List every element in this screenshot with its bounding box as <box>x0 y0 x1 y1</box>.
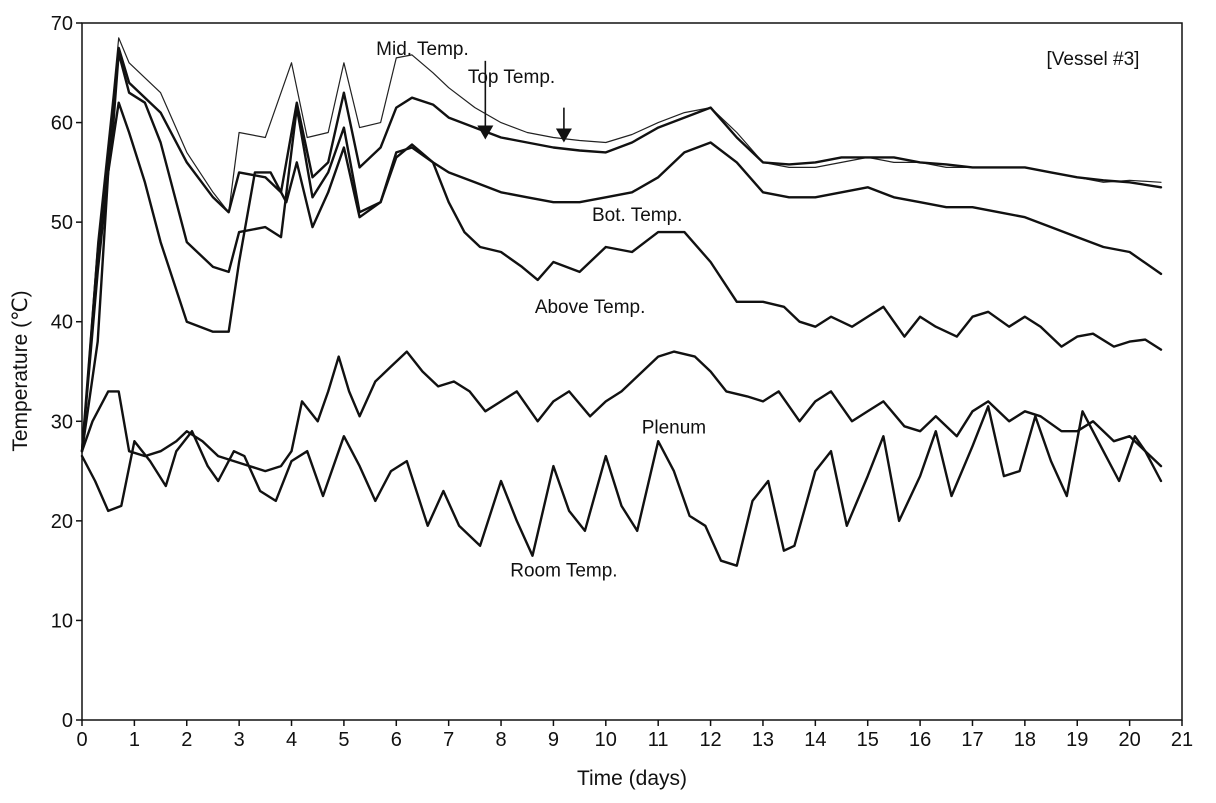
annotation-label: Top Temp. <box>468 67 555 88</box>
x-tick-label: 14 <box>804 729 826 751</box>
arrow-head-icon <box>555 128 572 143</box>
x-tick-label: 13 <box>752 729 774 751</box>
y-tick-label: 40 <box>51 312 73 334</box>
plot-area <box>81 22 1183 721</box>
y-tick-label: 10 <box>51 610 73 632</box>
series-line-room-temp <box>80 405 1163 567</box>
x-tick-label: 4 <box>286 729 297 751</box>
x-tick-label: 21 <box>1171 729 1193 751</box>
series-line-above-temp <box>80 101 1163 453</box>
x-tick-label: 1 <box>129 729 140 751</box>
annotation-label: [Vessel #3] <box>1046 49 1139 70</box>
y-tick-label: 20 <box>51 511 73 533</box>
x-tick-label: 10 <box>595 729 617 751</box>
y-tick-label: 0 <box>62 710 73 732</box>
y-tick-label: 50 <box>51 212 73 234</box>
y-tick-label: 60 <box>51 113 73 135</box>
arrow-head-icon <box>477 125 494 140</box>
x-tick-label: 11 <box>648 729 669 751</box>
series-line-bot-temp <box>80 51 1163 453</box>
x-tick-label: 2 <box>181 729 192 751</box>
series-line-plenum <box>80 350 1163 473</box>
x-tick-label: 8 <box>495 729 506 751</box>
y-axis-title: Temperature (℃) <box>9 290 32 451</box>
y-tick-label: 70 <box>51 13 73 35</box>
x-tick-label: 7 <box>443 729 454 751</box>
annotation-layer: [Vessel #3] Mid. Temp. Top Temp. Bot. Temp.… <box>376 39 1139 582</box>
x-tick-label: 19 <box>1066 729 1088 751</box>
annotation-label: Mid. Temp. <box>376 39 469 60</box>
x-tick-label: 0 <box>76 729 87 751</box>
annotation-label: Room Temp. <box>510 561 617 582</box>
x-tick-label: 18 <box>1014 729 1036 751</box>
annotation-label: Bot. Temp. <box>592 205 682 226</box>
x-tick-label: 5 <box>338 729 349 751</box>
x-tick-label: 20 <box>1118 729 1140 751</box>
y-axis: 0 10 20 30 40 50 60 70 <box>51 13 82 732</box>
x-tick-label: 9 <box>548 729 559 751</box>
x-tick-label: 16 <box>909 729 931 751</box>
x-axis: 0 1 2 3 4 5 6 7 8 9 10 11 12 13 14 15 16 17 18 19 20 21 <box>76 720 1193 751</box>
x-tick-label: 12 <box>699 729 721 751</box>
series-line-mid-temp <box>81 37 1162 452</box>
series-line-top-temp <box>80 46 1163 453</box>
x-tick-label: 3 <box>234 729 245 751</box>
x-axis-title: Time (days) <box>577 767 687 790</box>
x-tick-label: 17 <box>961 729 983 751</box>
x-tick-label: 15 <box>857 729 879 751</box>
annotation-label: Above Temp. <box>535 297 646 318</box>
annotation-label: Plenum <box>642 417 706 438</box>
series-layer <box>80 37 1163 567</box>
x-tick-label: 6 <box>391 729 402 751</box>
y-tick-label: 30 <box>51 411 73 433</box>
